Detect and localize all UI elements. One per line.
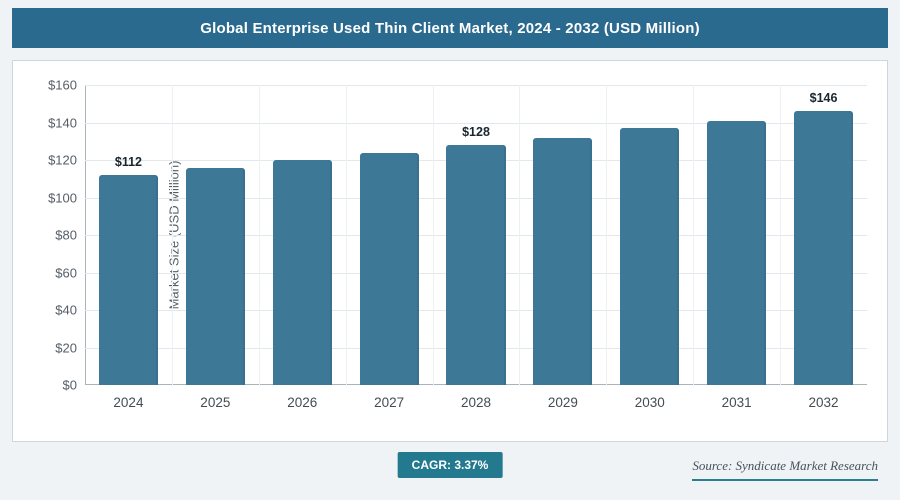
bar bbox=[533, 137, 593, 385]
gridline-vertical bbox=[171, 85, 173, 385]
chart-panel: Market Size (USD Million) $0 $20 $40 $60 $80… bbox=[12, 60, 888, 442]
gridline-vertical bbox=[432, 85, 434, 385]
y-tick-label: $80 bbox=[55, 227, 77, 243]
gridline-horizontal bbox=[85, 122, 867, 124]
y-tick-label: $120 bbox=[48, 152, 77, 168]
x-tick-label: 2030 bbox=[634, 395, 665, 410]
gridline-vertical bbox=[345, 85, 347, 385]
bar-value-label: $128 bbox=[462, 125, 490, 139]
x-tick-label: 2026 bbox=[287, 395, 318, 410]
footer: CAGR: 3.37% Source: Syndicate Market Res… bbox=[12, 450, 888, 484]
bar bbox=[620, 128, 680, 385]
gridline-vertical bbox=[693, 85, 695, 385]
y-tick-label: $140 bbox=[48, 115, 77, 130]
y-tick-label: $60 bbox=[55, 265, 77, 280]
x-tick-label: 2029 bbox=[547, 395, 578, 410]
y-tick-label: $100 bbox=[48, 190, 77, 205]
bar bbox=[446, 145, 506, 385]
source-note: Source: Syndicate Market Research bbox=[692, 458, 878, 481]
bar bbox=[359, 152, 419, 385]
x-tick-label: 2027 bbox=[374, 395, 405, 410]
gridline-vertical bbox=[519, 85, 521, 385]
y-tick-label: $0 bbox=[62, 377, 77, 393]
chart-title-bar: Global Enterprise Used Thin Client Marke… bbox=[12, 8, 888, 48]
y-tick-label: $20 bbox=[55, 340, 77, 355]
cagr-badge: CAGR: 3.37% bbox=[397, 452, 503, 478]
x-tick-label: 2028 bbox=[460, 395, 492, 410]
plot-area: Market Size (USD Million) $0 $20 $40 $60 $80… bbox=[48, 78, 867, 410]
gridline-vertical bbox=[258, 85, 260, 385]
bar bbox=[794, 111, 854, 385]
page-title: Global Enterprise Used Thin Client Marke… bbox=[200, 19, 700, 37]
bar bbox=[272, 160, 332, 385]
bar-value-label: $112 bbox=[114, 155, 142, 169]
bar bbox=[707, 120, 767, 385]
gridline-vertical bbox=[606, 85, 608, 385]
x-tick-label: 2032 bbox=[808, 395, 839, 410]
bar bbox=[185, 167, 245, 385]
gridline-vertical bbox=[780, 85, 782, 385]
x-tick-label: 2024 bbox=[113, 395, 144, 410]
y-tick-label: $40 bbox=[55, 302, 77, 318]
bar bbox=[98, 175, 158, 385]
bar-value-label: $146 bbox=[809, 91, 838, 106]
y-tick-label: $160 bbox=[48, 77, 77, 93]
x-tick-label: 2025 bbox=[200, 395, 231, 410]
x-tick-label: 2031 bbox=[721, 395, 752, 410]
gridline-horizontal bbox=[85, 85, 867, 86]
